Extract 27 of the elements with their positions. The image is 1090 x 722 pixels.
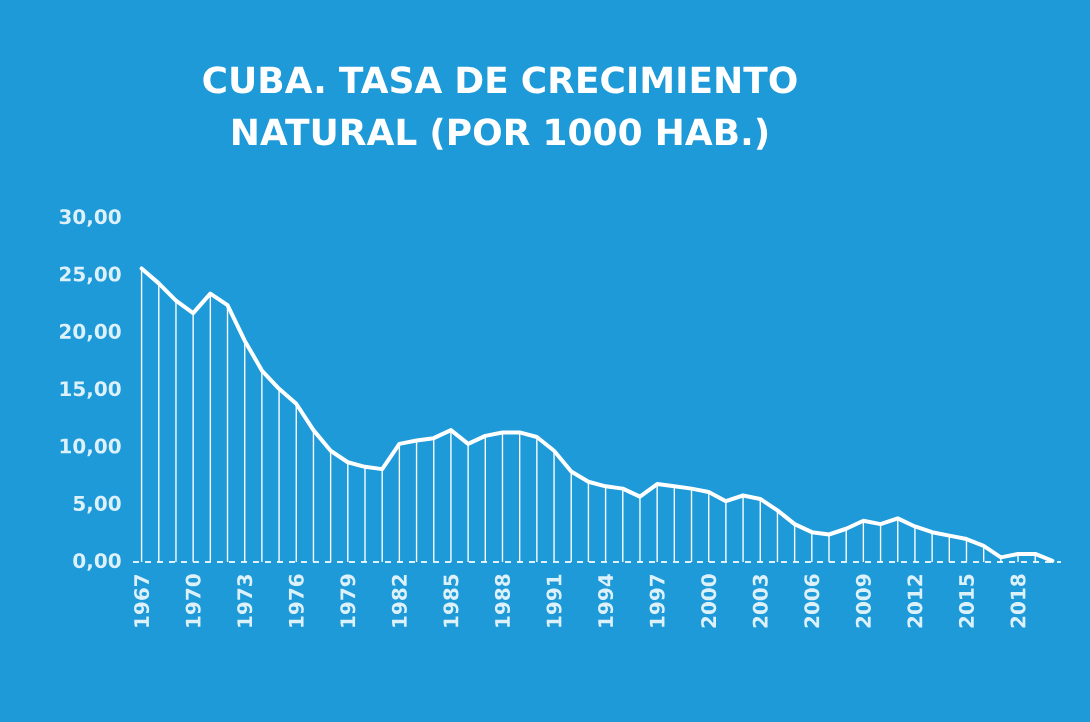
- x-tick-label: 2012: [907, 575, 923, 628]
- x-tick-label: 1979: [340, 574, 356, 627]
- x-tick-label: 1985: [443, 574, 459, 627]
- x-tick-label: 1991: [546, 574, 562, 627]
- x-tick-label: 1988: [494, 574, 511, 627]
- chart-title: CUBA. TASA DE CRECIMIENTO NATURAL (POR 1000 HAB.): [203, 66, 797, 150]
- y-tick-label: 25,00: [59, 266, 121, 285]
- x-tick-label: 2006: [804, 574, 820, 628]
- x-tick-label: 1970: [185, 574, 201, 627]
- x-tick-label: 1967: [134, 574, 150, 627]
- x-tick-label: 2009: [855, 574, 871, 628]
- x-tick-label: 1994: [598, 574, 614, 627]
- y-tick-label: 0,00: [73, 553, 121, 571]
- x-tick-label: 1976: [288, 574, 304, 627]
- x-tick-label: 1973: [237, 574, 253, 627]
- line-series: [139, 266, 1055, 563]
- x-tick-label: 2018: [1010, 574, 1026, 628]
- y-tick-label: 20,00: [59, 323, 121, 342]
- x-tick-label: 2000: [701, 574, 717, 628]
- y-tick-label: 10,00: [60, 438, 121, 457]
- y-tick-label: 30,00: [59, 209, 121, 227]
- x-tick-label: 2015: [958, 574, 975, 628]
- x-tick-label: 2003: [752, 574, 768, 628]
- y-tick-label: 5,00: [73, 495, 121, 514]
- x-tick-label: 1997: [649, 574, 665, 627]
- y-tick-label: 15,00: [60, 381, 121, 399]
- x-tick-label: 1982: [391, 575, 407, 627]
